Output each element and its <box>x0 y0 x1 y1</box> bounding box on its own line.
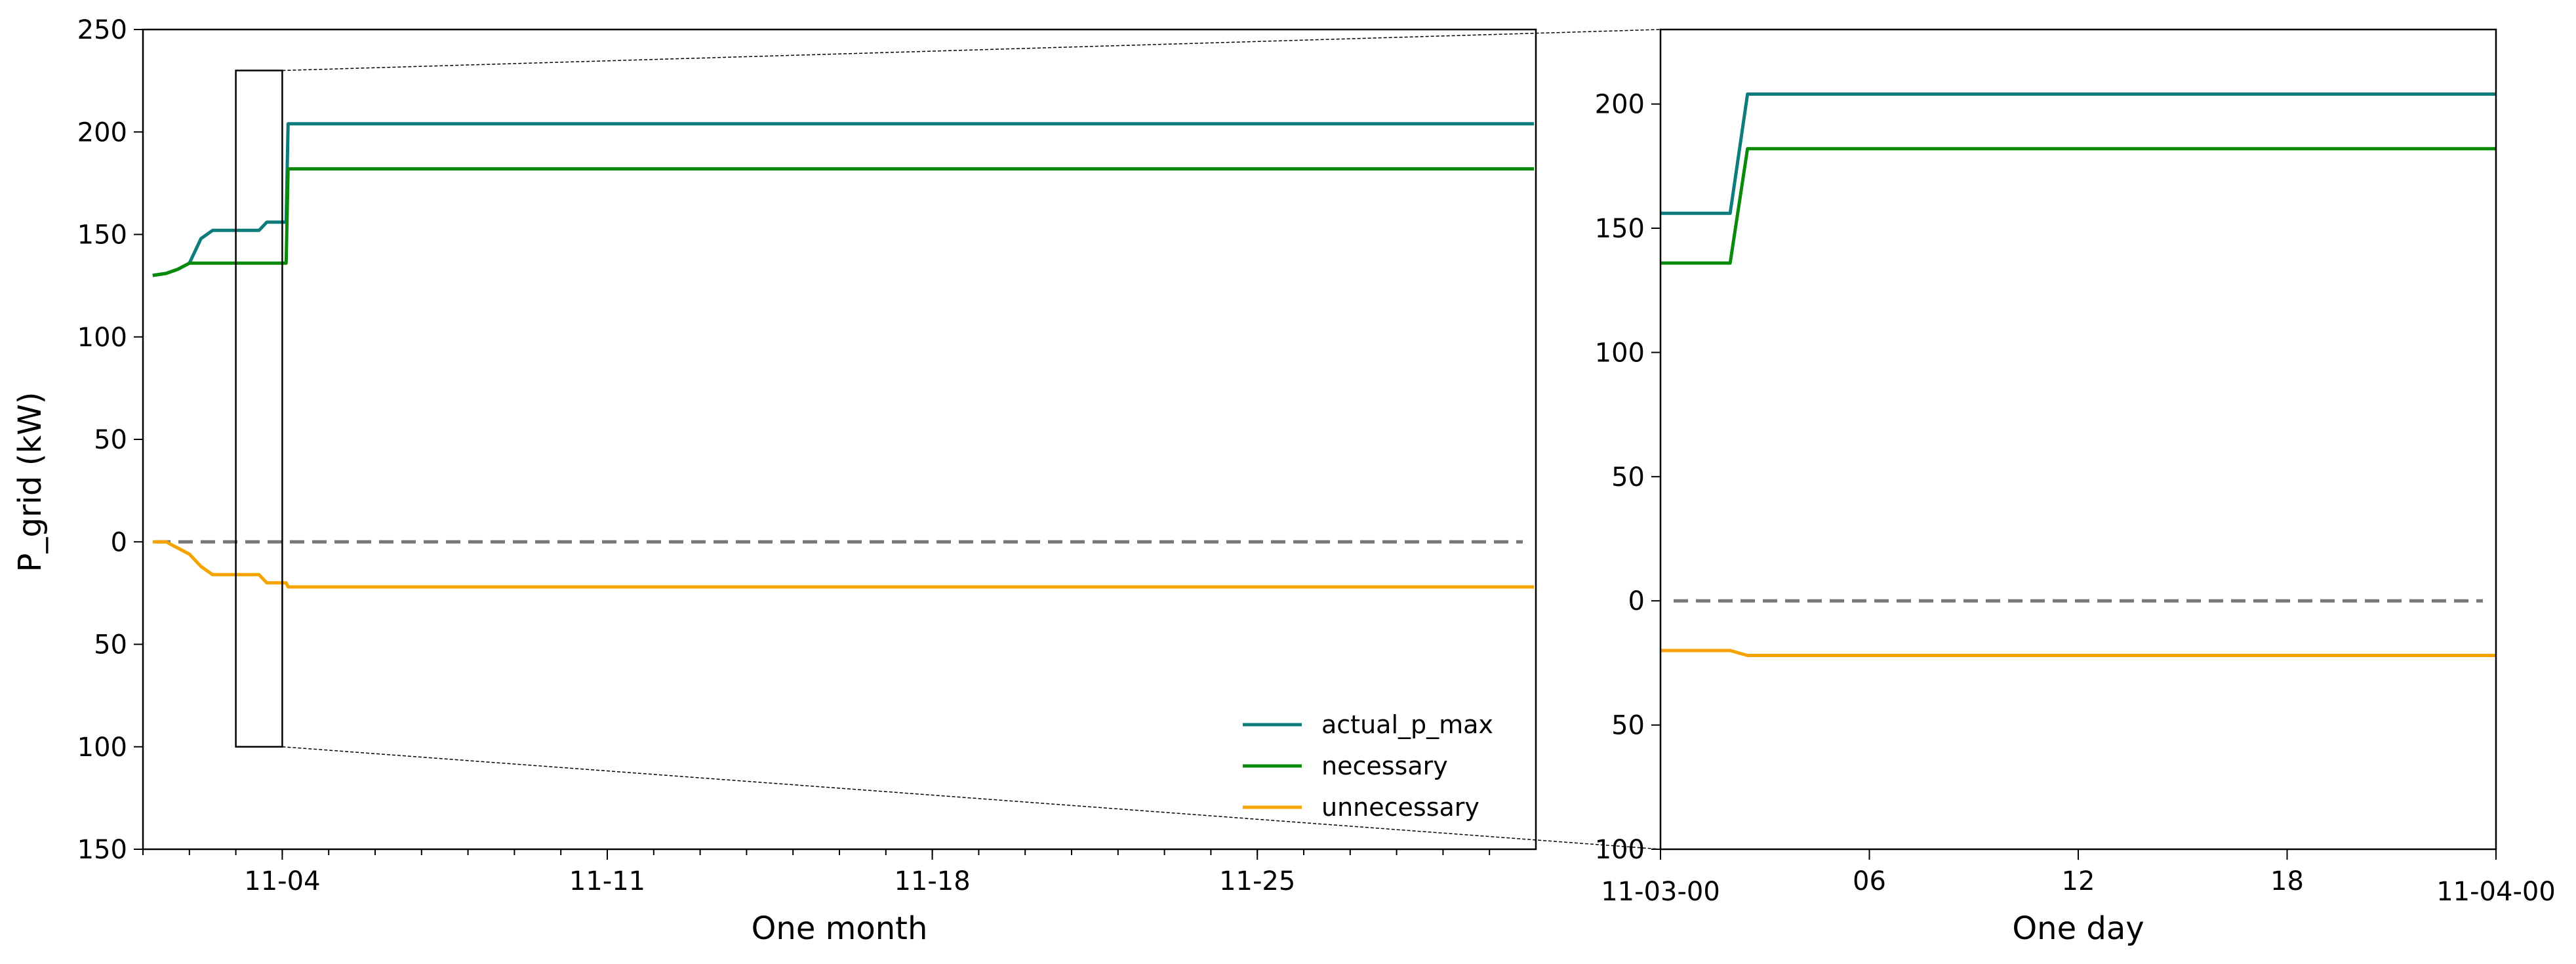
series-line-necessary <box>152 167 1535 277</box>
y-tick-label: 50 <box>1611 711 1645 741</box>
y-tick-label: 50 <box>94 630 127 660</box>
y-tick-label: 150 <box>77 220 127 251</box>
series-line-actual-p-max <box>152 122 1535 277</box>
x-tick-label: 11-04 <box>244 866 320 896</box>
legend-label: necessary <box>1321 752 1448 780</box>
y-tick-label: 0 <box>1628 586 1645 616</box>
x-tick-label: 11-25 <box>1219 866 1295 896</box>
legend-item-necessary: necessary <box>1243 752 1448 780</box>
y-tick-label: 100 <box>77 323 127 353</box>
x-axis-title: One month <box>752 910 928 947</box>
x-tick-label: 11-03-00 <box>1601 877 1720 907</box>
y-tick-label: 200 <box>77 117 127 148</box>
x-tick-label: 18 <box>2270 866 2304 896</box>
month-panel: 250 200 150 100 50 0 50 100 150 11-04 11-11 11-18 11… <box>77 15 1537 947</box>
connector-bottom <box>282 746 1661 850</box>
legend-item-unnecessary: unnecessary <box>1243 793 1479 822</box>
y-axis-title: P_grid (kW) <box>12 392 49 572</box>
y-tick-label: 50 <box>94 425 127 455</box>
series-line-necessary <box>1660 147 2496 265</box>
y-tick-label: 150 <box>1595 214 1645 244</box>
y-tick-label: 200 <box>1595 90 1645 120</box>
series-line-actual-p-max <box>1660 92 2496 215</box>
x-tick-label: 11-04-00 <box>2436 877 2556 907</box>
series-line-unnecessary <box>1660 649 2496 657</box>
plot-frame <box>142 28 1537 851</box>
x-tick-label: 06 <box>1853 866 1886 896</box>
y-tick-label: 250 <box>77 15 127 45</box>
day-panel: 200 150 100 50 0 50 100 11-03-00 06 12 18 11-04-00 O… <box>1595 28 2556 947</box>
plot-frame <box>1659 28 2497 851</box>
connector-top <box>282 29 1661 71</box>
legend-label: actual_p_max <box>1321 710 1493 739</box>
y-tick-label: 100 <box>1595 835 1645 865</box>
x-axis-title: One day <box>2012 910 2144 947</box>
y-tick-label: 100 <box>1595 338 1645 368</box>
series-line-unnecessary <box>152 540 1535 589</box>
x-tick-label: 12 <box>2062 866 2095 896</box>
zoom-connectors <box>282 29 1661 850</box>
x-tick-label: 11-18 <box>894 866 970 896</box>
y-tick-label: 0 <box>111 527 127 557</box>
zoom-box <box>235 70 283 748</box>
legend-item-actual-p-max: actual_p_max <box>1243 710 1493 739</box>
x-tick-label: 11-11 <box>569 866 645 896</box>
y-tick-label: 150 <box>77 835 127 865</box>
y-tick-label: 50 <box>1611 462 1645 492</box>
y-tick-label: 100 <box>77 733 127 763</box>
legend-label: unnecessary <box>1321 793 1479 822</box>
